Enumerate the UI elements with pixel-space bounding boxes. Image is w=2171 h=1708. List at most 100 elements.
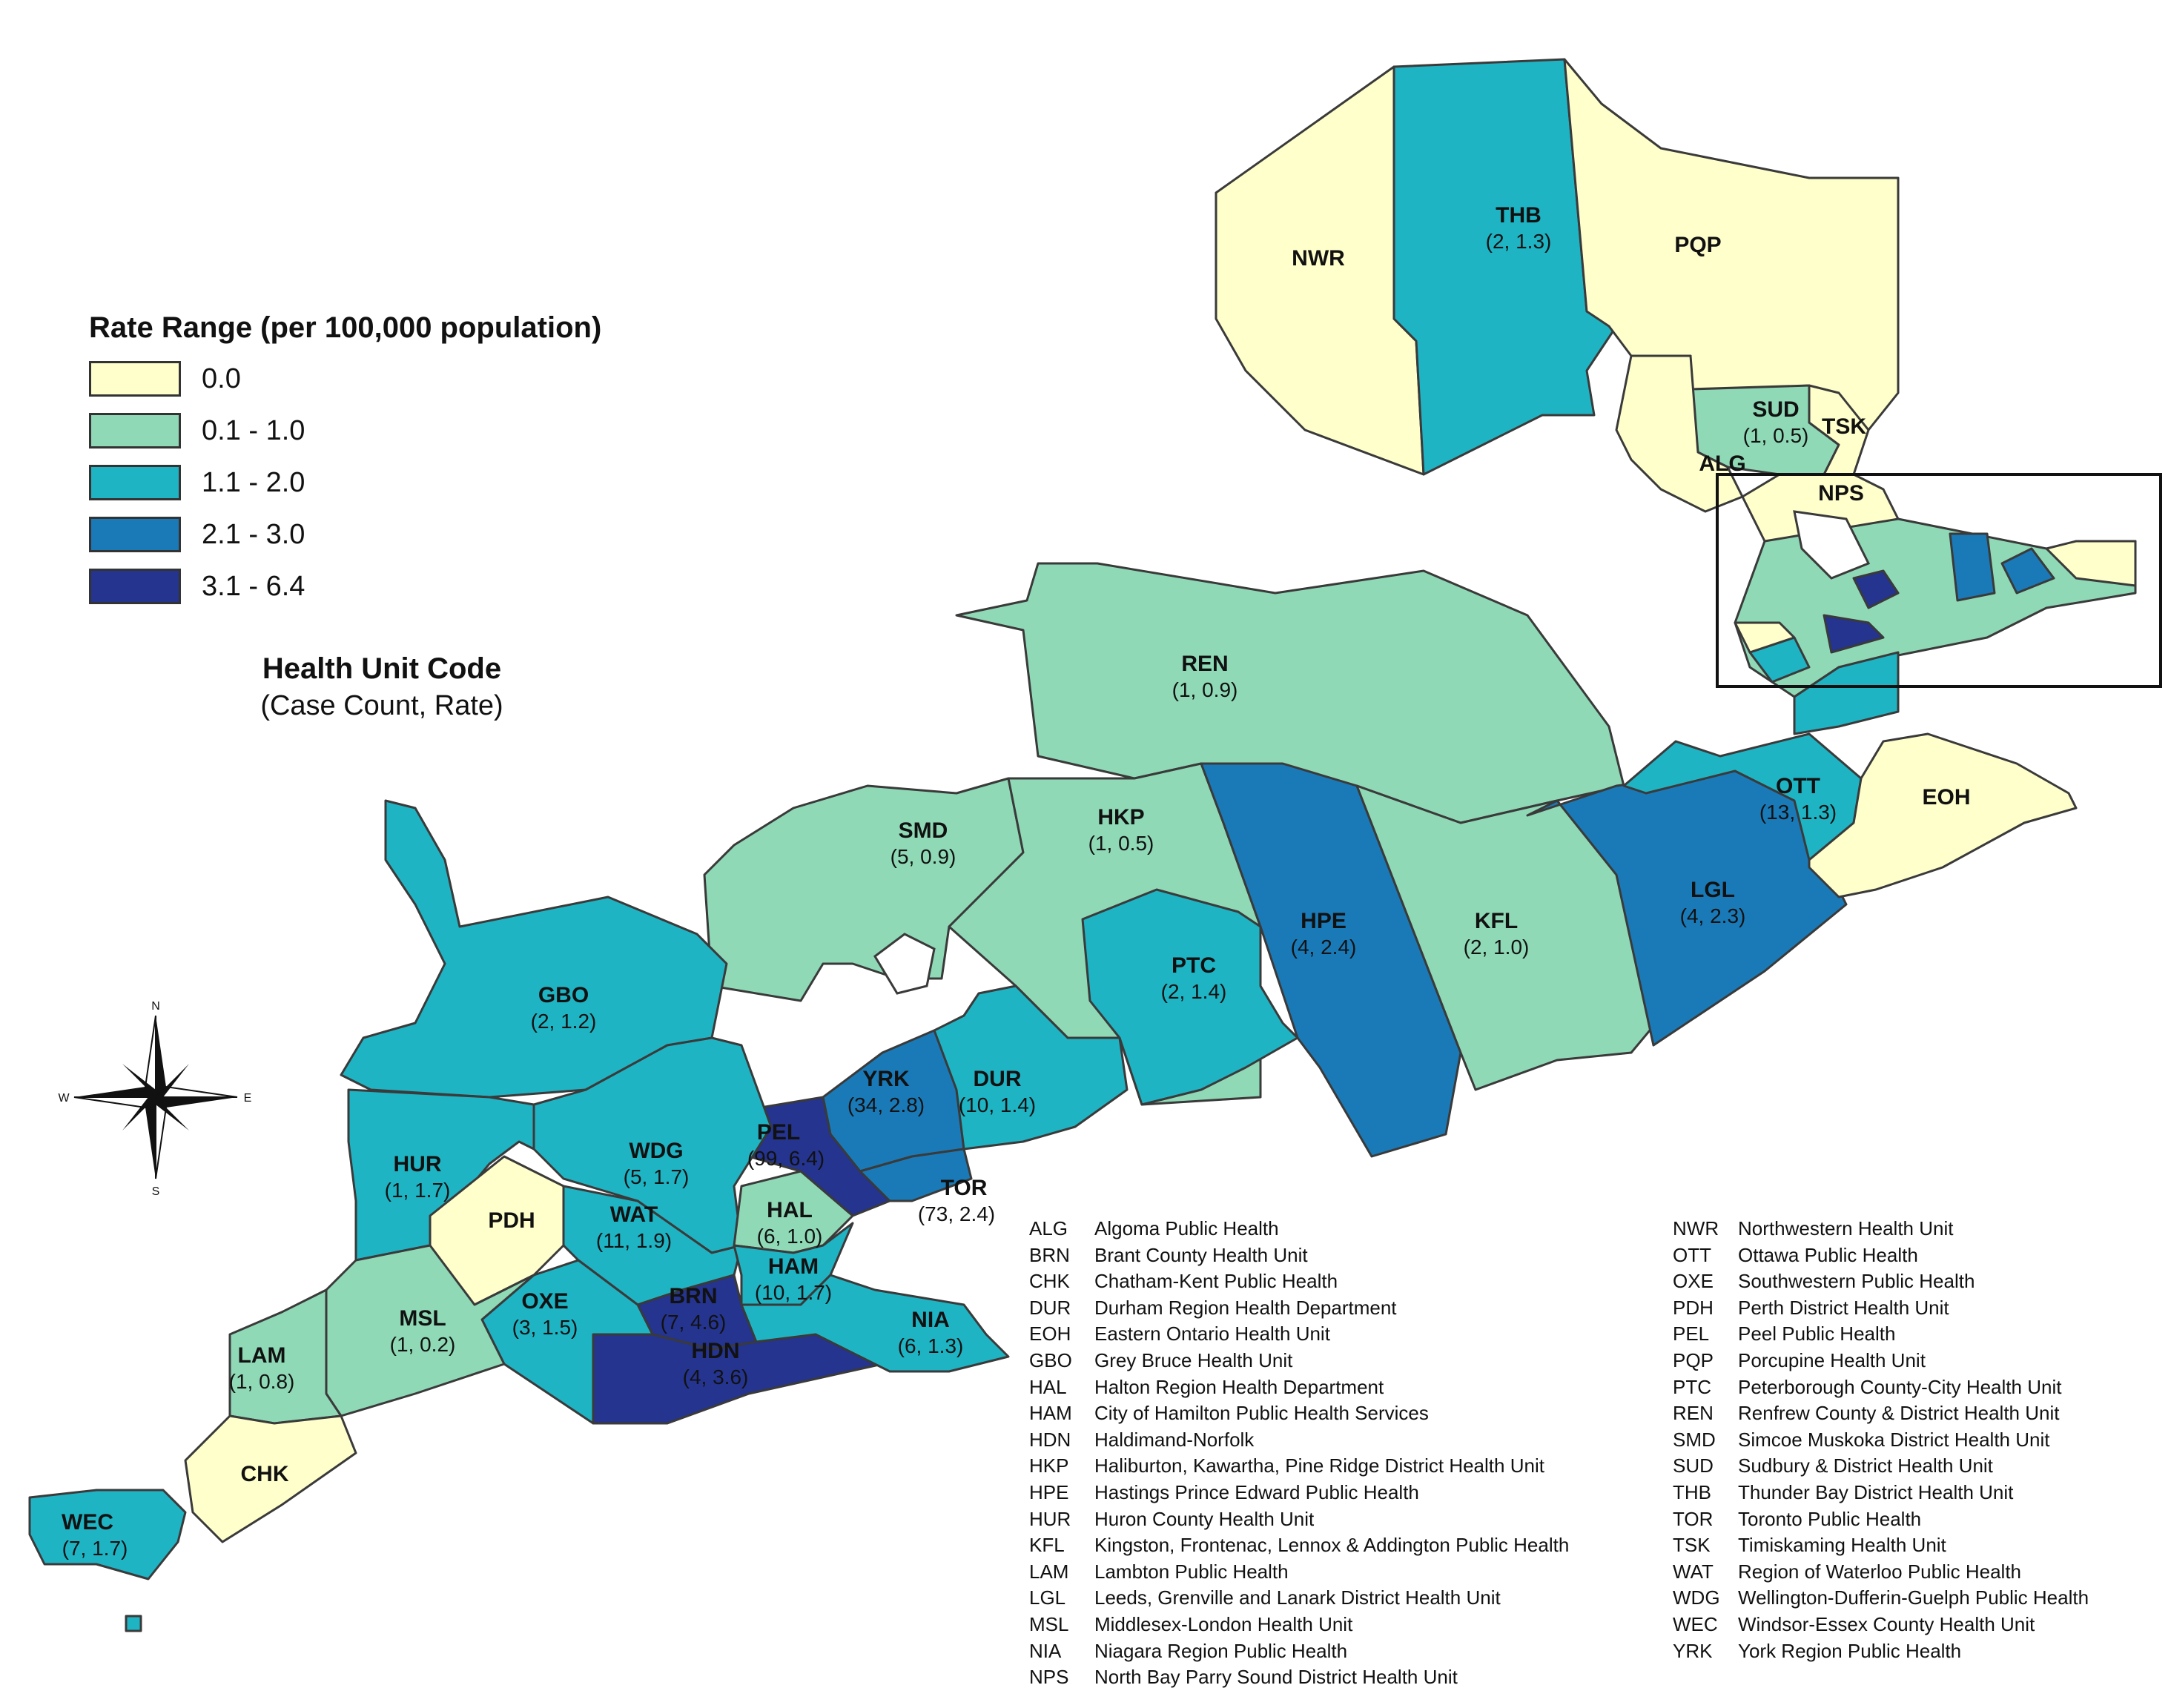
legend-swatch bbox=[89, 517, 181, 552]
abbreviation-code: WEC bbox=[1673, 1612, 1718, 1635]
label-REN-stats: (1, 0.9) bbox=[1172, 678, 1238, 701]
inset-map: NWR THB (2, 1.3) PQP SUD (1, 0.5) TSK AL… bbox=[1215, 58, 2162, 735]
region-DUR[interactable] bbox=[933, 984, 1129, 1151]
label-BRN-code: BRN bbox=[670, 1284, 718, 1308]
label-PTC-code: PTC bbox=[1172, 953, 1216, 978]
inset-label-NWR: NWR bbox=[1292, 246, 1345, 271]
label-OXE-stats: (3, 1.5) bbox=[512, 1316, 578, 1339]
abbreviation-code: SUD bbox=[1673, 1454, 1714, 1477]
abbreviation-code: LAM bbox=[1029, 1560, 1069, 1583]
abbreviation-item: OXE Southwestern Public Health bbox=[1673, 1268, 2089, 1295]
label-HKP-code: HKP bbox=[1097, 805, 1144, 830]
legend-item: 0.0 bbox=[89, 361, 601, 397]
inset-region-ALG[interactable] bbox=[1615, 354, 1744, 513]
abbreviation-name: Hastings Prince Edward Public Health bbox=[1094, 1480, 1419, 1503]
label-NIA-stats: (6, 1.3) bbox=[898, 1334, 964, 1357]
inset-label-THB: THB bbox=[1496, 203, 1541, 228]
abbreviation-item: DUR Durham Region Health Department bbox=[1029, 1295, 1569, 1322]
abbreviation-item: PQP Porcupine Health Unit bbox=[1673, 1348, 2089, 1374]
abbreviation-code: CHK bbox=[1029, 1270, 1070, 1293]
abbreviation-code: WDG bbox=[1673, 1586, 1720, 1609]
label-PDH-code: PDH bbox=[488, 1208, 535, 1233]
abbreviation-code: NPS bbox=[1029, 1666, 1069, 1689]
abbreviation-name: York Region Public Health bbox=[1738, 1639, 1962, 1662]
label-HPE-code: HPE bbox=[1301, 909, 1346, 933]
inset-south-shape bbox=[1823, 614, 1885, 654]
inset-region-NWR[interactable] bbox=[1215, 65, 1425, 476]
label-WEC-code: WEC bbox=[62, 1510, 113, 1535]
abbreviation-name: Haldimand-Norfolk bbox=[1094, 1428, 1255, 1451]
region-TOR[interactable] bbox=[859, 1148, 973, 1202]
region-HPE[interactable] bbox=[1200, 762, 1462, 1158]
inset-highlight-box bbox=[1716, 473, 2162, 688]
legend-title: Rate Range (per 100,000 population) bbox=[89, 311, 602, 344]
lake-simcoe bbox=[873, 933, 936, 995]
inset-label-PQP: PQP bbox=[1674, 233, 1721, 257]
region-WDG[interactable] bbox=[532, 1036, 773, 1254]
abbreviation-name: Huron County Health Unit bbox=[1094, 1507, 1315, 1530]
abbreviation-code: ALG bbox=[1029, 1217, 1068, 1239]
label-KFL-stats: (2, 1.0) bbox=[1464, 936, 1530, 959]
region-CHK[interactable] bbox=[184, 1414, 357, 1543]
abbreviation-item: HPE Hastings Prince Edward Public Health bbox=[1029, 1480, 1569, 1506]
abbreviation-name: North Bay Parry Sound District Health Un… bbox=[1094, 1666, 1458, 1689]
region-WEC[interactable] bbox=[28, 1489, 187, 1580]
region-EOH[interactable] bbox=[1808, 732, 2078, 898]
label-NIA-code: NIA bbox=[911, 1308, 950, 1332]
region-NIA[interactable] bbox=[740, 1274, 1010, 1373]
region-OXE[interactable] bbox=[480, 1259, 654, 1425]
inset-label-TSK: TSK bbox=[1822, 414, 1866, 439]
label-LAM-stats: (1, 0.8) bbox=[229, 1370, 295, 1393]
region-SMD[interactable] bbox=[703, 777, 1025, 1002]
inset-south-shape bbox=[1734, 621, 1796, 654]
abbreviation-name: Windsor-Essex County Health Unit bbox=[1738, 1612, 2035, 1635]
abbreviation-name: Perth District Health Unit bbox=[1738, 1296, 1949, 1319]
inset-region-PQP[interactable] bbox=[1563, 58, 1900, 431]
abbreviation-code: THB bbox=[1673, 1480, 1711, 1503]
abbreviation-code: PDH bbox=[1673, 1296, 1714, 1319]
label-HPE-stats: (4, 2.4) bbox=[1291, 936, 1357, 959]
legend-swatch bbox=[89, 569, 181, 604]
abbreviation-name: Toronto Public Health bbox=[1738, 1507, 1922, 1530]
abbreviation-code: HAL bbox=[1029, 1375, 1067, 1398]
abbreviation-code: TSK bbox=[1673, 1534, 1711, 1557]
abbreviation-name: Sudbury & District Health Unit bbox=[1738, 1454, 1993, 1477]
abbreviation-item: WDG Wellington-Dufferin-Guelph Public Hea… bbox=[1673, 1585, 2089, 1612]
label-REN-code: REN bbox=[1181, 652, 1228, 676]
abbreviation-item: THB Thunder Bay District Health Unit bbox=[1673, 1480, 2089, 1506]
abbreviation-name: City of Hamilton Public Health Services bbox=[1094, 1402, 1429, 1425]
health-unit-title: Health Unit Code (Case Count, Rate) bbox=[204, 652, 560, 722]
abbreviation-name: Northwestern Health Unit bbox=[1738, 1217, 1954, 1239]
label-HDN-code: HDN bbox=[692, 1339, 740, 1363]
abbreviation-item: NIA Niagara Region Public Health bbox=[1029, 1638, 1569, 1665]
inset-south-shape bbox=[1949, 532, 1996, 602]
abbreviation-name: Haliburton, Kawartha, Pine Ridge Distric… bbox=[1094, 1454, 1544, 1477]
label-HUR-code: HUR bbox=[394, 1152, 442, 1176]
region-KFL[interactable] bbox=[1355, 784, 1670, 1091]
label-PTC-stats: (2, 1.4) bbox=[1161, 980, 1227, 1003]
legend-label: 0.0 bbox=[202, 363, 241, 394]
label-YRK-code: YRK bbox=[862, 1067, 910, 1091]
inset-south-shape bbox=[1852, 569, 1900, 609]
legend-label: 1.1 - 2.0 bbox=[202, 466, 305, 498]
abbreviation-name: Kingston, Frontenac, Lennox & Addington … bbox=[1094, 1534, 1570, 1557]
label-MSL-stats: (1, 0.2) bbox=[390, 1333, 456, 1356]
abbreviation-item: EOH Eastern Ontario Health Unit bbox=[1029, 1321, 1569, 1348]
abbreviation-item: TSK Timiskaming Health Unit bbox=[1673, 1532, 2089, 1559]
abbreviation-name: Peterborough County-City Health Unit bbox=[1738, 1375, 2062, 1398]
label-HAM-stats: (10, 1.7) bbox=[755, 1281, 832, 1304]
abbreviation-list-right: NWR Northwestern Health Unit OTT Ottawa Pub… bbox=[1673, 1216, 2089, 1664]
abbreviation-item: MSL Middlesex-London Health Unit bbox=[1029, 1612, 1569, 1638]
abbreviation-item: TOR Toronto Public Health bbox=[1673, 1506, 2089, 1533]
abbreviation-item: HDN Haldimand-Norfolk bbox=[1029, 1427, 1569, 1454]
label-OXE-code: OXE bbox=[521, 1289, 568, 1314]
abbreviation-item: KFL Kingston, Frontenac, Lennox & Addingt… bbox=[1029, 1532, 1569, 1559]
abbreviation-item: SUD Sudbury & District Health Unit bbox=[1673, 1453, 2089, 1480]
inset-label-ALG: ALG bbox=[1699, 451, 1745, 476]
region-pelee-island bbox=[125, 1615, 142, 1632]
abbreviation-code: REN bbox=[1673, 1402, 1714, 1425]
label-PEL-stats: (99, 6.4) bbox=[747, 1147, 825, 1170]
label-WAT-code: WAT bbox=[610, 1202, 658, 1227]
abbreviation-item: OTT Ottawa Public Health bbox=[1673, 1242, 2089, 1269]
compass-north: N bbox=[151, 1000, 160, 1013]
